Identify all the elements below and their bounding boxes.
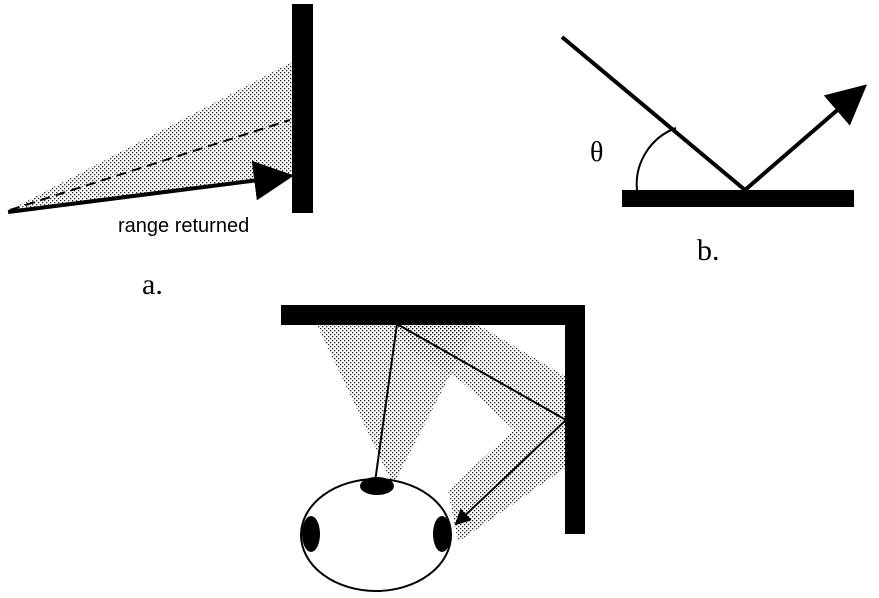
- range-returned-label: range returned: [118, 215, 249, 237]
- multipath-ray-return-arrow: [454, 419, 567, 526]
- reflecting-surface: [622, 190, 854, 207]
- right-sonar-transducer-icon: [433, 516, 451, 552]
- beam-centerline: [9, 119, 291, 211]
- theta-label: θ: [590, 137, 603, 168]
- panel-a: range returned a.: [7, 4, 313, 301]
- sonar-beam-cone: [8, 62, 292, 211]
- angle-arc-icon: [635, 127, 677, 191]
- reflected-ray: [743, 84, 868, 192]
- upward-ray: [374, 323, 398, 483]
- wall: [292, 4, 313, 213]
- incident-ray: [560, 35, 747, 192]
- panel-c: [281, 305, 585, 592]
- panel-b-label: b.: [697, 234, 720, 267]
- panel-a-label: a.: [142, 268, 163, 301]
- reflected-beam: [396, 326, 568, 542]
- range-returned-arrow: [7, 160, 294, 214]
- right-wall: [565, 305, 585, 534]
- panel-b: θ b.: [560, 35, 868, 267]
- multipath-ray-to-wall: [396, 323, 567, 421]
- top-wall: [281, 305, 585, 325]
- left-sonar-transducer-icon: [302, 516, 320, 552]
- robot-body-icon: [300, 478, 452, 592]
- top-sonar-transducer-icon: [360, 477, 394, 495]
